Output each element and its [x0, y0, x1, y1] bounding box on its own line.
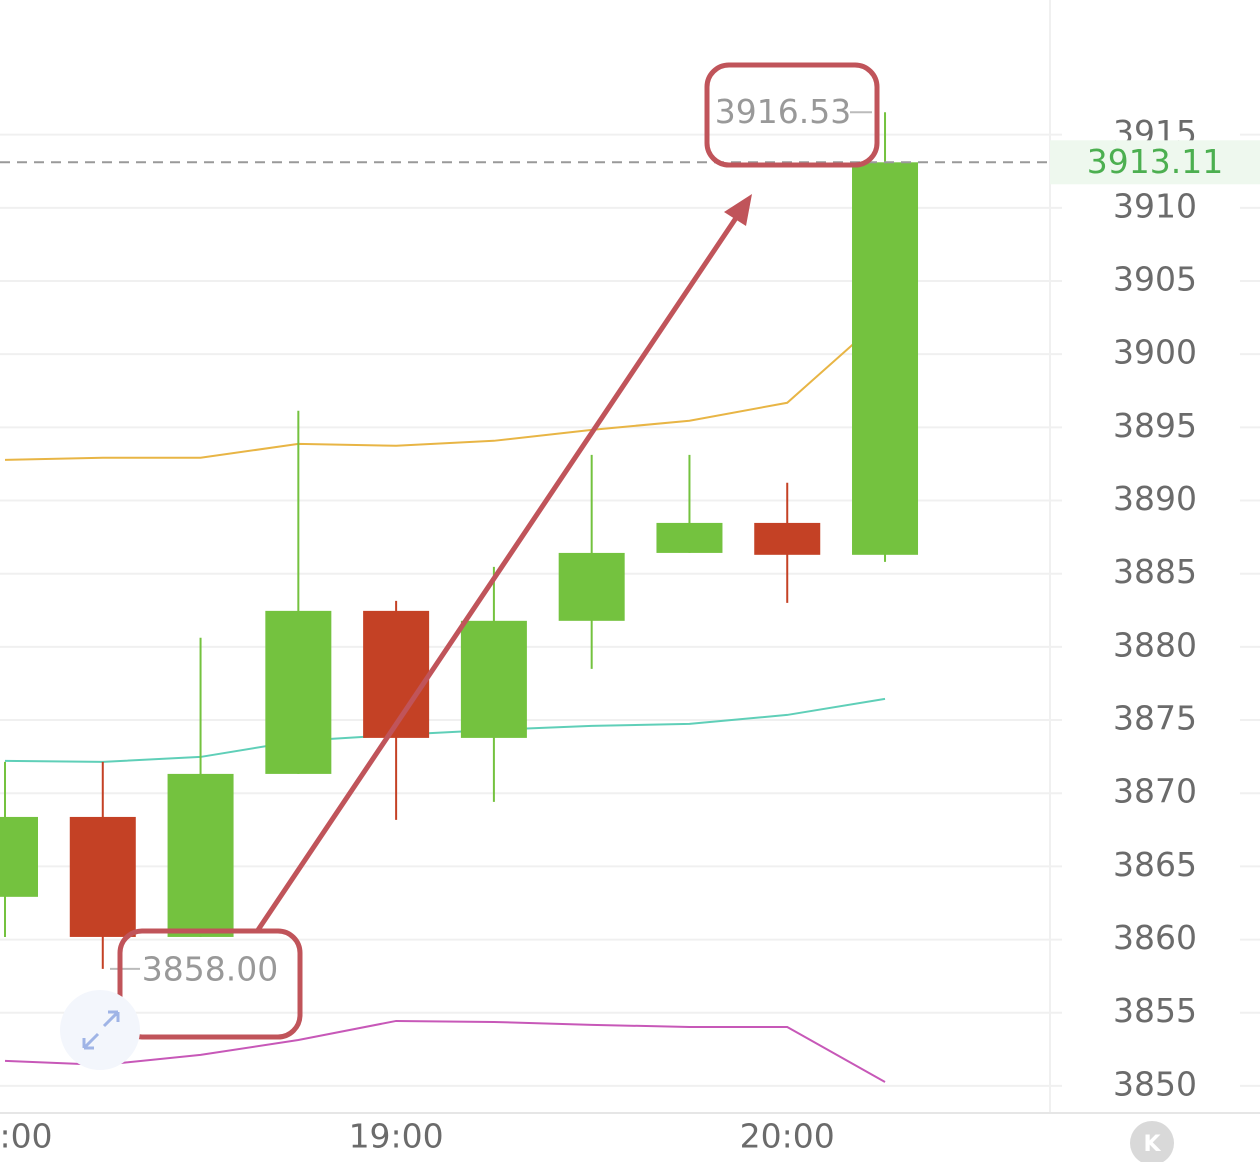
y-tick-label: 3865: [1113, 845, 1197, 884]
candle-body: [460, 620, 527, 738]
k-button-bg[interactable]: [1130, 1121, 1174, 1162]
axis: 3850 3855 3860 3865 3870 3875 3880 3885 3890 3895…: [0, 113, 1197, 1155]
y-tick-label: 3870: [1113, 772, 1197, 811]
candle-body: [0, 816, 38, 897]
y-tick-label: 3860: [1113, 918, 1197, 957]
y-tick-label: 3850: [1113, 1064, 1197, 1103]
ma-line: [4, 697, 886, 763]
y-tick-label: 3855: [1113, 991, 1197, 1030]
candle-body: [69, 816, 136, 937]
moving-averages: [4, 315, 886, 1083]
ma-line: [4, 1019, 886, 1083]
overlay: 3913.11 3916.53 3858.00 K: [0, 62, 1260, 1162]
candle-body: [265, 610, 332, 774]
candle-body: [852, 162, 919, 555]
y-tick-label: 3900: [1113, 333, 1197, 372]
y-tick-label: 3875: [1113, 699, 1197, 738]
ma-line: [4, 315, 886, 461]
candle-body: [754, 522, 821, 555]
y-tick-label: 3905: [1113, 259, 1197, 298]
y-tick-label: 3880: [1113, 625, 1197, 664]
y-tick-label: 3910: [1113, 186, 1197, 225]
candles: [0, 112, 919, 969]
annotation-label: 3916.53: [715, 92, 851, 131]
candle-body: [656, 522, 723, 553]
last-price-box: [1050, 140, 1260, 185]
annotation-label: 3858.00: [142, 949, 278, 988]
x-tick-label: 19:00: [349, 1117, 444, 1156]
y-tick-label: 3890: [1113, 479, 1197, 518]
highlight-box: [117, 928, 303, 1040]
expand-icon-bg: [60, 990, 140, 1070]
y-tick-label: 3895: [1113, 406, 1197, 445]
candle-body: [167, 773, 234, 937]
last-price-label: 3913.11: [1087, 142, 1223, 181]
expand-icon: [82, 1010, 120, 1050]
y-tick-label: 3885: [1113, 552, 1197, 591]
arrow-shaft: [255, 210, 743, 932]
x-tick-label: 20:00: [740, 1117, 835, 1156]
candle-body: [363, 610, 430, 738]
arrow-head: [724, 194, 752, 226]
highlight-box: [704, 62, 880, 168]
x-tick-label: 18:00: [0, 1117, 53, 1156]
k-button-label[interactable]: K: [1143, 1132, 1161, 1157]
candle-body: [558, 552, 625, 621]
